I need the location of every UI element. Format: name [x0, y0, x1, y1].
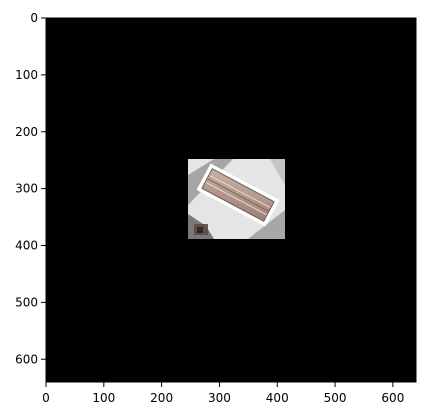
- y-tick-label: 300: [15, 182, 38, 196]
- x-tick-label: 200: [150, 391, 173, 405]
- y-tick-label: 600: [15, 352, 38, 366]
- y-tick-label: 200: [15, 125, 38, 139]
- x-tick-label: 100: [92, 391, 115, 405]
- x-axis-ticks: 0 100 200 300 400 500 600: [42, 382, 404, 405]
- x-tick-label: 300: [208, 391, 231, 405]
- x-tick-label: 400: [266, 391, 289, 405]
- y-axis-ticks: 0 100 200 300 400 500 600: [15, 11, 46, 366]
- x-tick-label: 500: [324, 391, 347, 405]
- y-tick-label: 500: [15, 295, 38, 309]
- y-tick-label: 100: [15, 68, 38, 82]
- x-tick-label: 600: [381, 391, 404, 405]
- x-tick-label: 0: [42, 391, 50, 405]
- satellite-patch: [188, 159, 285, 239]
- axes-spines: [45, 17, 417, 383]
- y-tick-label: 0: [30, 11, 38, 25]
- y-tick-label: 400: [15, 239, 38, 253]
